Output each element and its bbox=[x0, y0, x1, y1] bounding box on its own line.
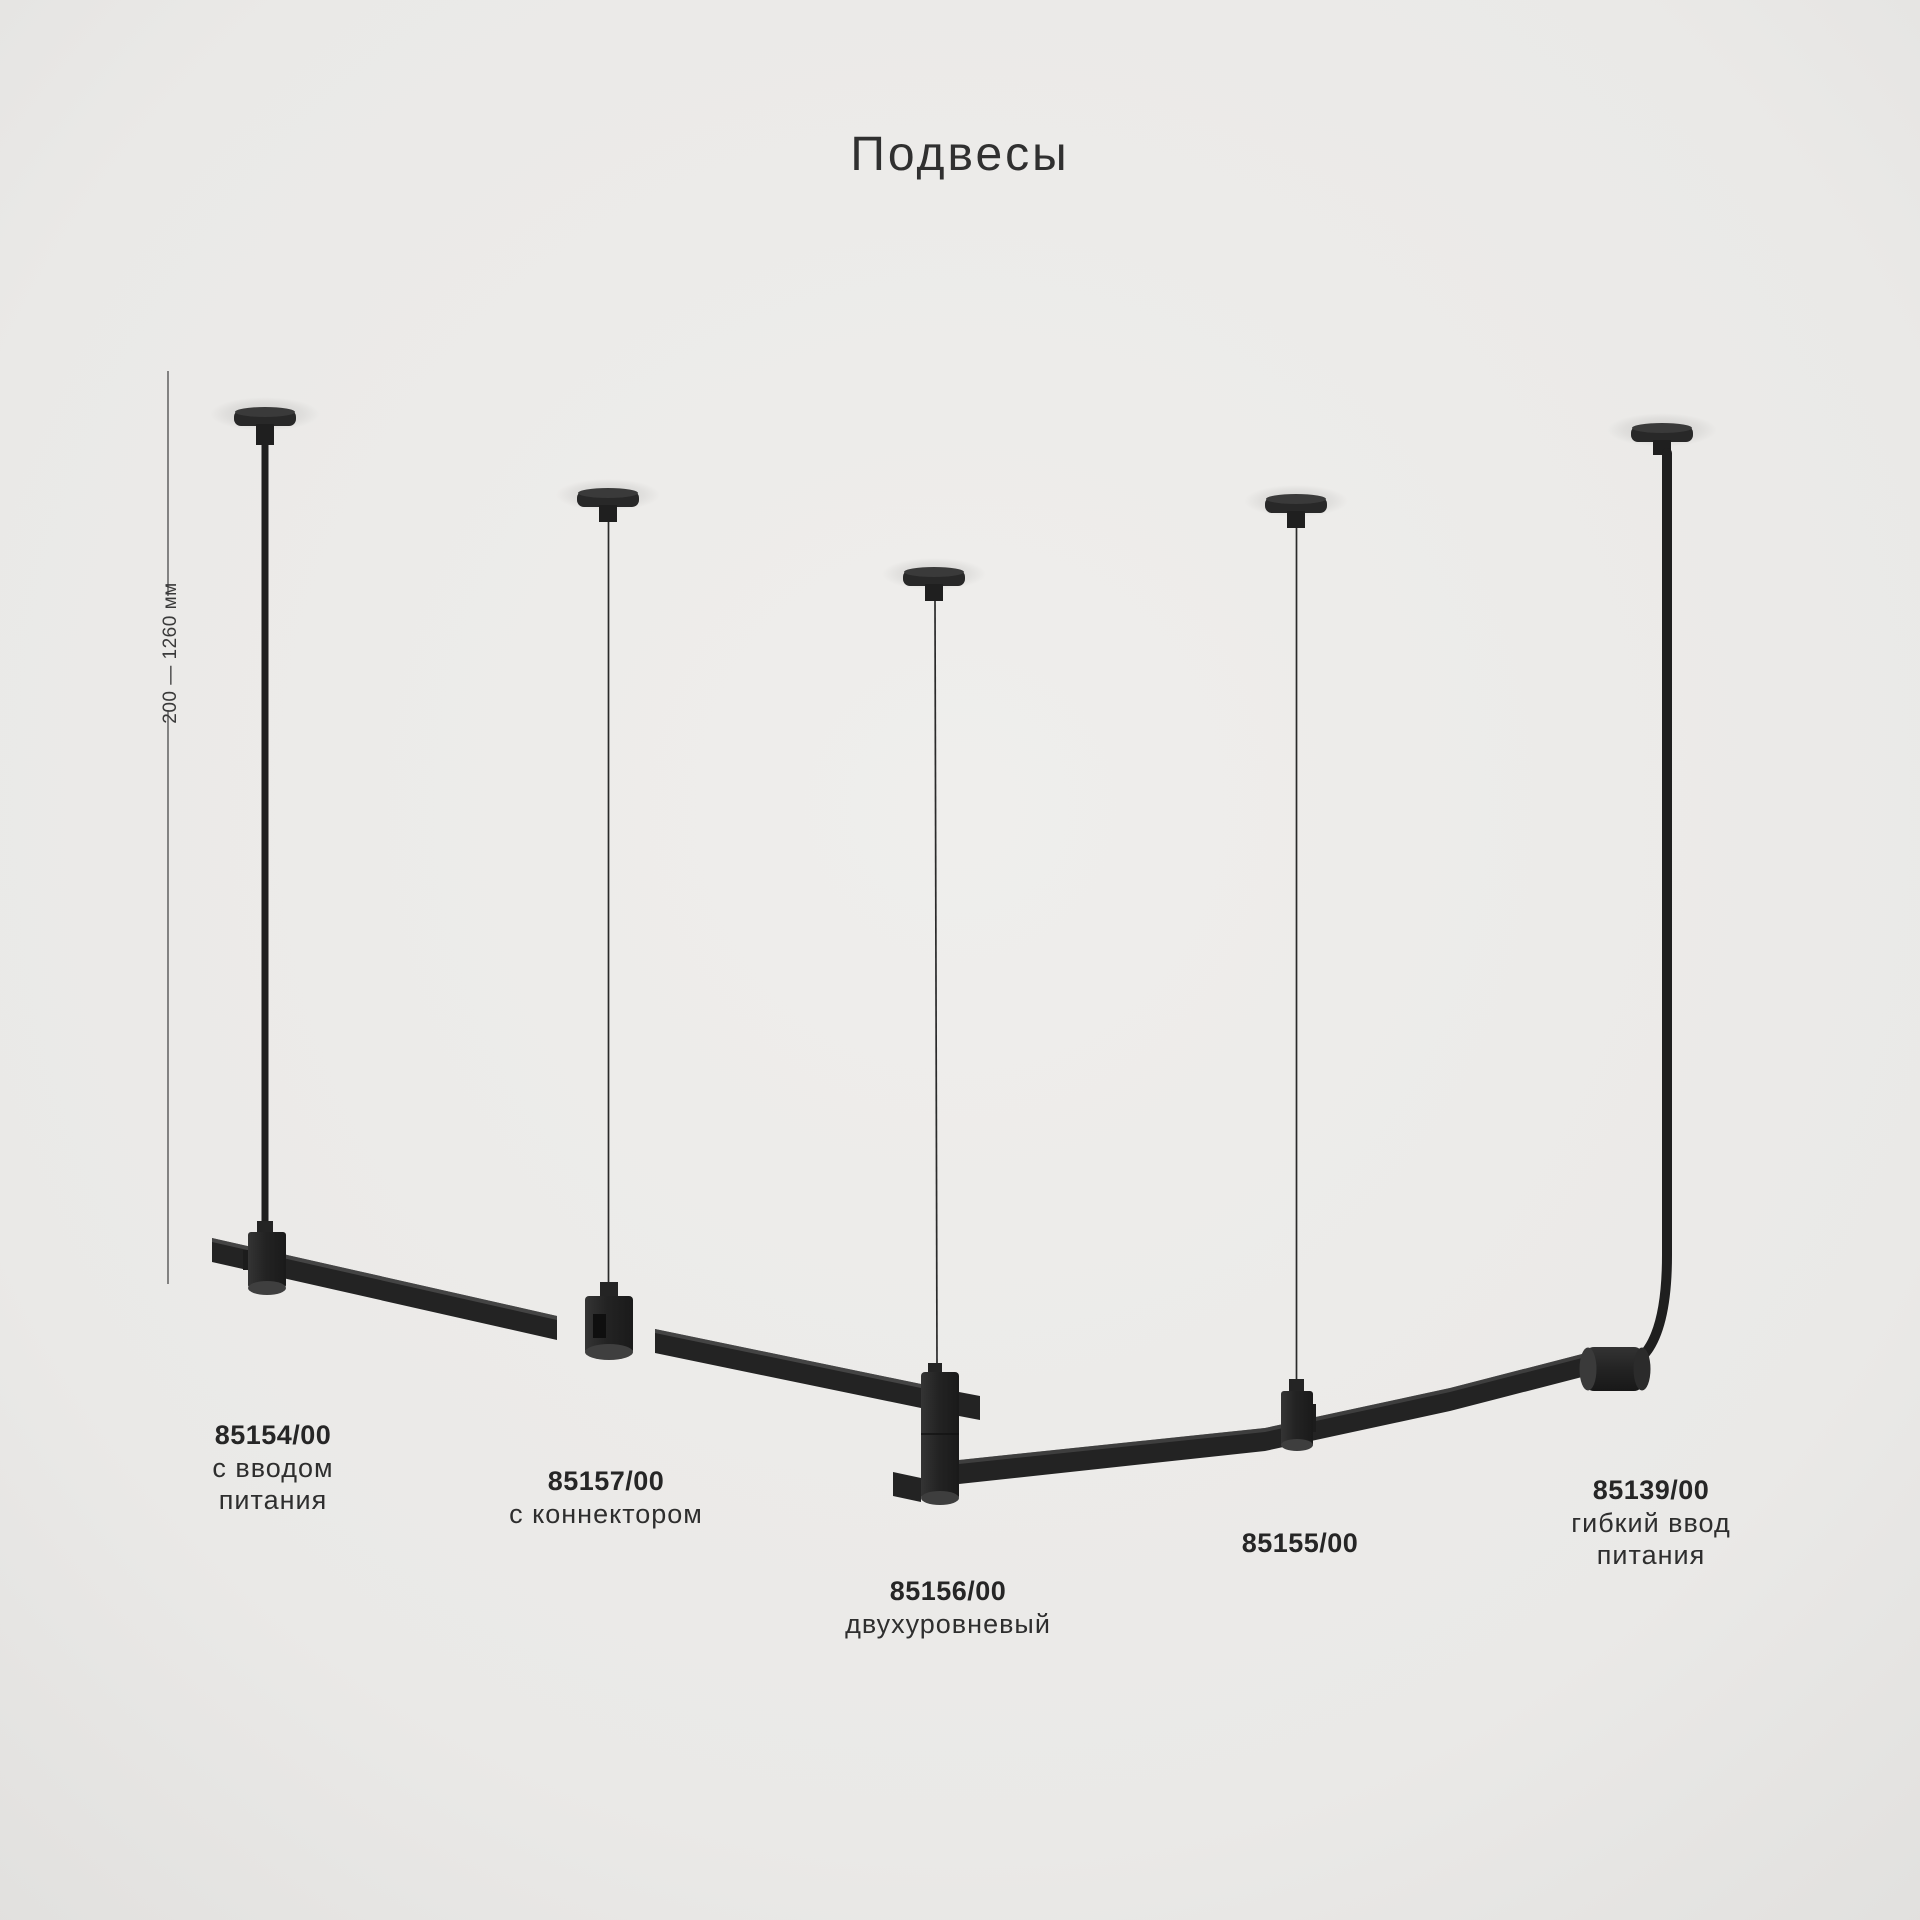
pendant-85154 bbox=[234, 407, 296, 1295]
fixture-neck bbox=[928, 1363, 942, 1374]
product-label-85139: 85139/00 гибкий ввод питания bbox=[1571, 1475, 1730, 1570]
page-title: Подвесы bbox=[850, 128, 1069, 181]
ceiling-canopy bbox=[1265, 494, 1327, 528]
fixture-body bbox=[1281, 1391, 1313, 1447]
dimension-indicator: 200 — 1260 мм bbox=[160, 371, 181, 1284]
fixture-body bbox=[921, 1372, 959, 1500]
upper-track-right-stub bbox=[959, 1392, 980, 1420]
upper-track-segment-2 bbox=[655, 1329, 921, 1408]
suspension-wire bbox=[934, 600, 938, 1367]
upper-track-segment-1-highlight bbox=[212, 1238, 557, 1320]
product-code: 85139/00 bbox=[1593, 1475, 1710, 1505]
product-code: 85155/00 bbox=[1242, 1528, 1359, 1558]
fixture-bottom-cap bbox=[585, 1344, 633, 1360]
product-description-line1: гибкий ввод bbox=[1571, 1508, 1730, 1538]
product-code: 85157/00 bbox=[548, 1466, 665, 1496]
upper-track-segment-1 bbox=[212, 1238, 557, 1340]
fixture-body bbox=[1585, 1347, 1643, 1391]
fixture-bottom-cap bbox=[1281, 1439, 1313, 1451]
pendant-85157 bbox=[577, 488, 639, 1360]
ceiling-canopy bbox=[577, 488, 639, 522]
suspension-rod bbox=[261, 444, 269, 1226]
pendant-85139 bbox=[1579, 423, 1693, 1391]
fixture-body bbox=[248, 1232, 286, 1288]
product-label-85156: 85156/00 двухуровневый bbox=[845, 1576, 1051, 1639]
upper-level-track bbox=[212, 1238, 980, 1420]
fixture-neck bbox=[1289, 1379, 1304, 1393]
product-description-line1: с коннектором bbox=[509, 1499, 703, 1529]
product-description-line2: питания bbox=[219, 1485, 327, 1515]
product-label-85155: 85155/00 bbox=[1242, 1528, 1359, 1558]
ceiling-canopy bbox=[903, 567, 965, 601]
upper-track-segment-2-highlight bbox=[655, 1329, 921, 1388]
product-description-line2: питания bbox=[1597, 1540, 1705, 1570]
fixture-bottom-cap bbox=[248, 1281, 286, 1295]
fixture-right-face bbox=[1633, 1347, 1651, 1391]
lower-track-main bbox=[959, 1354, 1582, 1484]
product-label-85157: 85157/00 с коннектором bbox=[509, 1466, 703, 1529]
ceiling-canopy bbox=[234, 407, 296, 445]
pendant-85155 bbox=[1265, 494, 1327, 1451]
fixture-neck bbox=[600, 1282, 618, 1298]
dimension-label: 200 — 1260 мм bbox=[160, 582, 181, 723]
product-description-line1: двухуровневый bbox=[845, 1609, 1051, 1639]
product-description-line1: с вводом bbox=[212, 1453, 333, 1483]
product-code: 85156/00 bbox=[890, 1576, 1007, 1606]
product-label-85154: 85154/00 с вводом питания bbox=[212, 1420, 333, 1515]
connector-slot bbox=[593, 1314, 606, 1338]
pendant-85156 bbox=[903, 567, 965, 1505]
fixture-body bbox=[585, 1296, 633, 1354]
fixture-neck bbox=[257, 1221, 273, 1235]
lower-track-left-stub bbox=[893, 1472, 921, 1502]
product-code: 85154/00 bbox=[215, 1420, 332, 1450]
fixture-left-face bbox=[1579, 1347, 1597, 1391]
lower-level-track bbox=[893, 1354, 1582, 1502]
fixture-bottom-cap bbox=[921, 1491, 959, 1505]
ceiling-canopy bbox=[1631, 423, 1693, 455]
